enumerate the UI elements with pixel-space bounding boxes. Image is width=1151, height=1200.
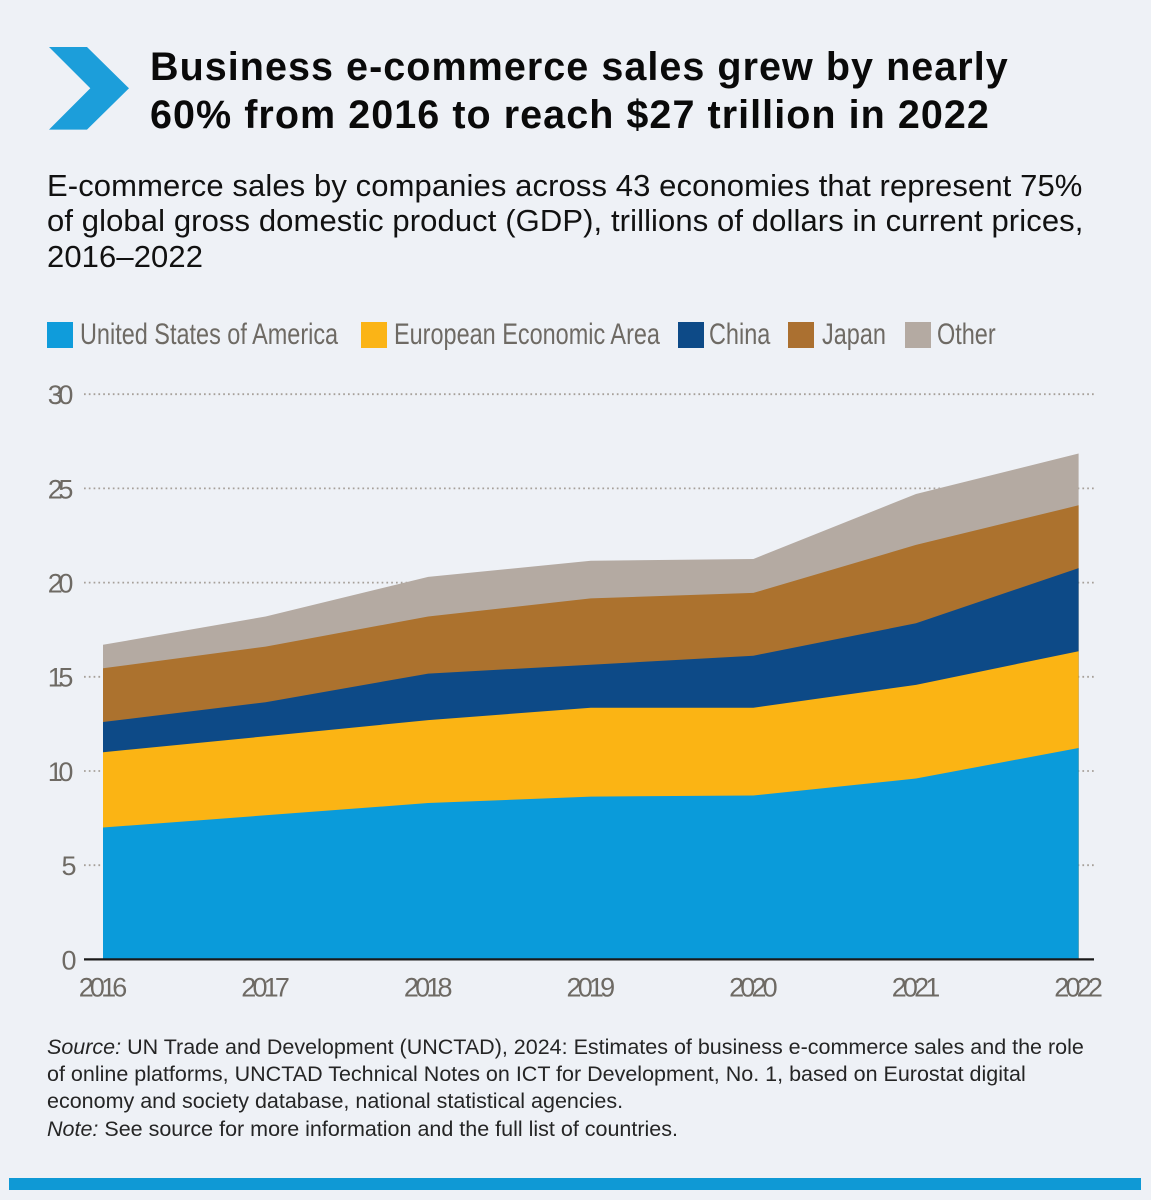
svg-text:2016: 2016 — [79, 972, 128, 1002]
svg-text:10: 10 — [48, 757, 74, 787]
svg-text:25: 25 — [48, 474, 74, 504]
svg-text:0: 0 — [62, 945, 77, 975]
svg-text:2020: 2020 — [729, 972, 778, 1002]
svg-text:5: 5 — [62, 851, 77, 881]
svg-text:2018: 2018 — [404, 972, 453, 1002]
svg-text:20: 20 — [48, 569, 74, 599]
svg-text:2022: 2022 — [1054, 972, 1103, 1002]
svg-text:2017: 2017 — [241, 972, 290, 1002]
svg-text:30: 30 — [48, 380, 74, 410]
svg-text:2021: 2021 — [892, 972, 941, 1002]
svg-text:2019: 2019 — [567, 972, 616, 1002]
svg-text:15: 15 — [48, 663, 74, 693]
